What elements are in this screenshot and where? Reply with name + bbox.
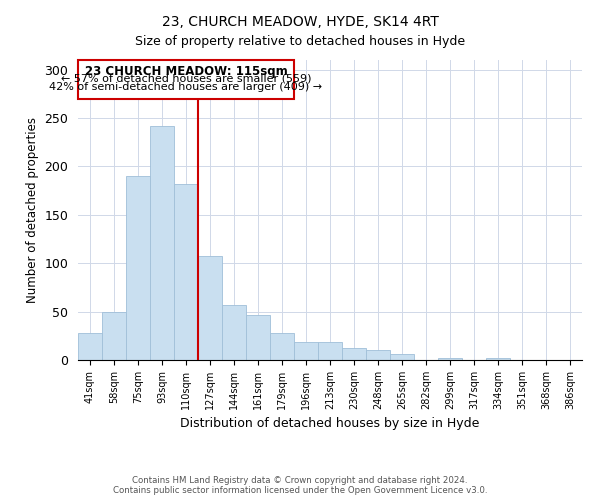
Bar [102, 312, 126, 360]
Bar [366, 350, 390, 360]
Bar [198, 256, 222, 360]
Bar [270, 333, 294, 360]
Text: Contains HM Land Registry data © Crown copyright and database right 2024.
Contai: Contains HM Land Registry data © Crown c… [113, 476, 487, 495]
X-axis label: Distribution of detached houses by size in Hyde: Distribution of detached houses by size … [181, 418, 479, 430]
Bar [174, 184, 198, 360]
Bar [246, 316, 270, 360]
Y-axis label: Number of detached properties: Number of detached properties [26, 117, 39, 303]
Bar [294, 342, 318, 360]
Bar [390, 354, 414, 360]
Text: Size of property relative to detached houses in Hyde: Size of property relative to detached ho… [135, 35, 465, 48]
Bar [150, 126, 174, 360]
Bar [318, 342, 342, 360]
Text: 23 CHURCH MEADOW: 115sqm: 23 CHURCH MEADOW: 115sqm [85, 64, 287, 78]
Text: 42% of semi-detached houses are larger (409) →: 42% of semi-detached houses are larger (… [49, 82, 323, 92]
Text: 23, CHURCH MEADOW, HYDE, SK14 4RT: 23, CHURCH MEADOW, HYDE, SK14 4RT [161, 15, 439, 29]
Bar [78, 333, 102, 360]
Bar [438, 358, 462, 360]
Bar [342, 348, 366, 360]
FancyBboxPatch shape [78, 60, 294, 98]
Bar [486, 358, 510, 360]
Bar [222, 305, 246, 360]
Bar [126, 176, 150, 360]
Text: ← 57% of detached houses are smaller (559): ← 57% of detached houses are smaller (55… [61, 74, 311, 84]
